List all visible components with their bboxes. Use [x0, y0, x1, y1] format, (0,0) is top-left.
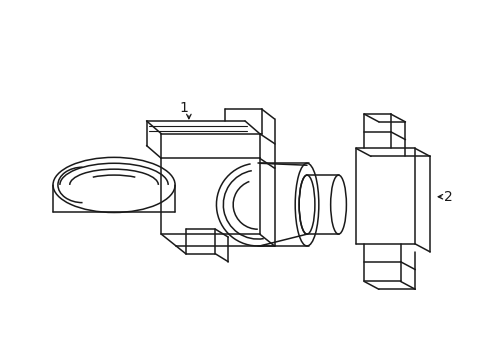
Text: 1: 1 [179, 101, 188, 115]
Text: 2: 2 [444, 190, 452, 204]
